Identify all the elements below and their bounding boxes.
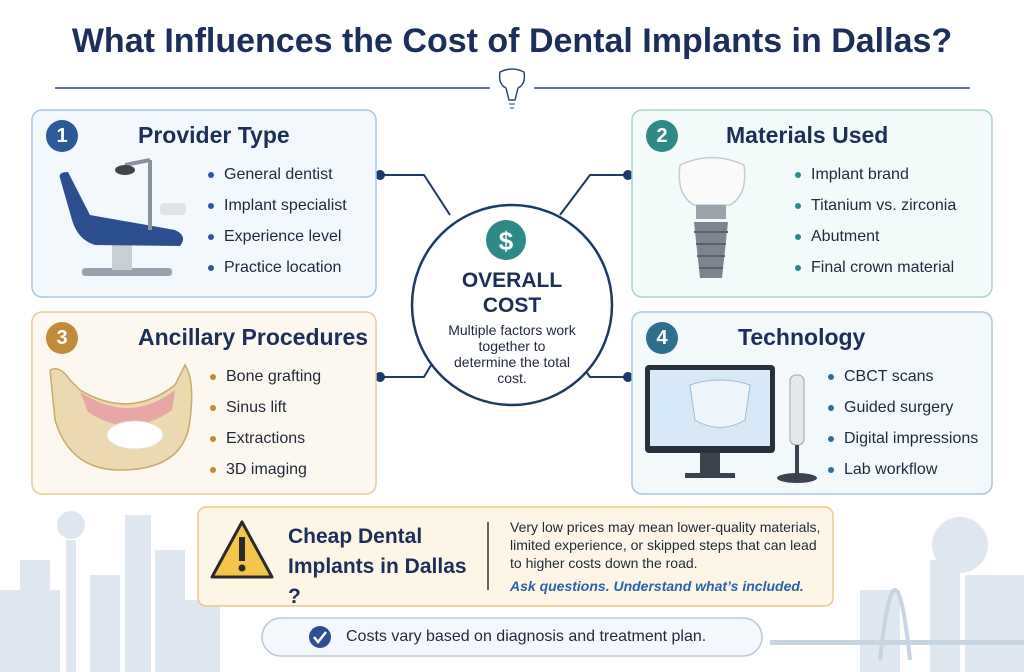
card-title: Materials Used [726,122,889,148]
card-item: Titanium vs. zirconia [795,197,956,215]
center-line: COST [482,294,542,317]
monitor-illustration [645,365,817,483]
item-text: Experience level [224,228,342,245]
bullet [208,171,214,178]
card-number: 2 [646,120,678,152]
card-item: Implant specialist [208,197,347,215]
svg-text:$: $ [499,226,514,256]
card-item: General dentist [208,166,333,184]
card-title: Provider Type [138,122,290,148]
bullet [210,435,216,442]
center-text: Multiple factors work together to determ… [448,322,576,386]
page-title: What Influences the Cost of Dental Impla… [71,22,953,60]
item-text: Practice location [224,259,342,276]
jaw-illustration [49,363,193,471]
bullet [208,233,214,240]
bullet [210,466,216,473]
card-item: Lab workflow [828,461,937,479]
item-text: Implant specialist [224,197,347,214]
center-line: OVERALL [461,269,563,292]
item-text: Digital impressions [844,430,979,447]
card-item: Final crown material [795,259,954,277]
item-text: Sinus lift [226,399,287,416]
warning-title: Cheap Dental Implants in Dallas ? [288,525,467,608]
warning-cta: Ask questions. Understand what’s include… [510,578,804,594]
item-text: Titanium vs. zirconia [811,197,957,214]
item-text: Bone grafting [226,368,322,385]
card-item: Extractions [210,430,305,448]
center-label: OVERALL COST [432,268,592,318]
bullet [208,264,214,271]
item-text: 3D imaging [226,461,307,478]
item-text: Guided surgery [844,399,954,416]
card-item: Guided surgery [828,399,953,417]
bullet [208,202,214,209]
bullet [210,404,216,411]
card-item: Abutment [795,228,879,246]
card-item: Sinus lift [210,399,286,417]
bullet [210,373,216,380]
bullet [828,435,834,442]
card-title: Ancillary Procedures [138,324,369,350]
bullet [795,264,801,271]
item-text: Extractions [226,430,306,447]
bullet [795,171,801,178]
card-item: Bone grafting [210,368,321,386]
center-circle [410,203,614,407]
card-item: CBCT scans [828,368,934,386]
chair-illustration [59,158,186,276]
card-item: 3D imaging [210,461,307,479]
bullet [828,466,834,473]
item-text: Implant brand [811,166,909,183]
card-item: Experience level [208,228,341,246]
card-title: Technology [738,324,866,350]
card-item: Implant brand [795,166,909,184]
card-number: 1 [46,120,78,152]
bullet [795,233,801,240]
implant-illustration [678,156,746,278]
item-text: Final crown material [811,259,955,276]
card-number: 3 [46,322,78,354]
card-item: Practice location [208,259,341,277]
item-text: General dentist [224,166,333,183]
item-text: Lab workflow [844,461,938,478]
skyline [0,511,1024,672]
bullet [828,373,834,380]
item-text: CBCT scans [844,368,934,385]
card-item: Digital impressions [828,430,978,448]
bullet [828,404,834,411]
warning-text: Very low prices may mean lower-quality m… [510,519,821,571]
card-number: 4 [646,322,678,354]
item-text: Abutment [811,228,880,245]
footer-note: Costs vary based on diagnosis and treatm… [346,628,707,645]
bullet [795,202,801,209]
